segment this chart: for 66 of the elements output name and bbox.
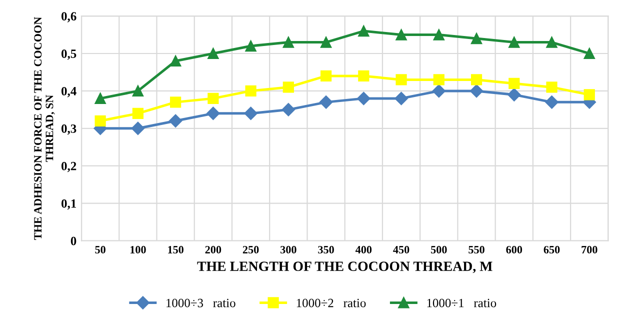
point: [433, 29, 444, 40]
point: [131, 122, 145, 135]
point: [584, 48, 595, 60]
x-tick-label: 600: [506, 246, 522, 254]
x-tick-label: 200: [205, 246, 222, 254]
x-tick-label: 100: [130, 246, 146, 254]
x-tick-label: 300: [280, 246, 296, 254]
point: [508, 36, 520, 48]
point: [546, 36, 558, 48]
y-axis-title: THE ADHESION FORCE OF THE COCOON THREAD, SN: [34, 16, 55, 240]
x-axis-title: THE LENGTH OF THE COCOON THREAD, M: [197, 262, 492, 274]
x-tick-label: 700: [582, 246, 598, 254]
point: [432, 84, 446, 98]
point: [170, 96, 182, 108]
x-tick-label: 650: [544, 246, 560, 254]
legend-label: 1000÷1 ratio: [427, 298, 496, 308]
y-tick-label: 0: [70, 236, 76, 246]
point: [244, 106, 258, 120]
point: [508, 78, 520, 90]
y-tick-label: 0,2: [62, 162, 76, 172]
point: [546, 82, 558, 93]
legend-label: 1000÷2 ratio: [296, 298, 366, 308]
point: [170, 55, 182, 67]
y-tick-label: 0,5: [62, 50, 76, 60]
point: [320, 70, 332, 82]
point: [584, 89, 595, 100]
point: [394, 92, 408, 106]
x-tick-label: 50: [95, 246, 106, 254]
point: [168, 114, 182, 128]
x-tick-label: 350: [318, 246, 334, 254]
point: [245, 85, 256, 97]
point: [282, 103, 296, 116]
point: [357, 92, 370, 106]
point: [208, 92, 219, 104]
point: [208, 48, 219, 60]
y-tick-label: 0,3: [62, 124, 76, 135]
y-tick-label: 0,6: [62, 12, 76, 22]
x-tick-label: 500: [431, 246, 447, 254]
point: [282, 36, 294, 48]
point: [396, 74, 407, 86]
point: [396, 29, 407, 40]
point: [320, 36, 332, 48]
legend-label: 1000÷3 ratio: [166, 298, 236, 308]
point: [94, 115, 106, 126]
x-tick-label: 450: [393, 246, 410, 254]
point: [245, 40, 256, 52]
point: [358, 70, 370, 82]
point: [358, 25, 370, 37]
x-tick-label: 400: [355, 246, 372, 254]
point: [470, 84, 484, 98]
point: [433, 74, 444, 86]
y-tick-label: 0,4: [62, 86, 76, 98]
point: [545, 96, 558, 109]
point: [94, 92, 106, 104]
x-tick-label: 550: [468, 246, 484, 254]
point: [470, 74, 482, 86]
point: [206, 106, 220, 120]
point: [132, 85, 144, 97]
y-tick-label: 0,1: [62, 199, 76, 210]
point: [470, 32, 482, 44]
point: [319, 96, 333, 109]
x-tick-label: 150: [168, 246, 184, 254]
point: [508, 88, 521, 102]
point: [132, 108, 144, 119]
x-tick-label: 250: [242, 246, 259, 254]
point: [282, 82, 294, 93]
